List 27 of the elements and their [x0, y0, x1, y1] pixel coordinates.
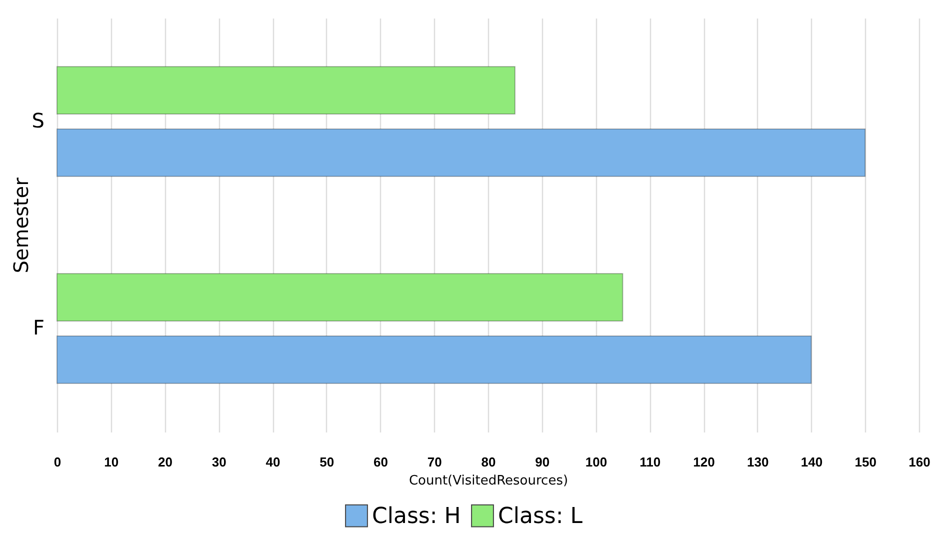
- x-tick-label: 90: [535, 454, 550, 470]
- y-tick-label: S: [32, 108, 44, 132]
- x-tick-label: 30: [212, 454, 226, 470]
- bar: [56, 128, 866, 177]
- bar: [56, 66, 516, 115]
- legend-label: Class: L: [498, 504, 584, 529]
- y-tick-label: F: [32, 316, 44, 340]
- y-axis-title: Semester: [8, 176, 33, 274]
- x-tick-label: 60: [374, 454, 388, 470]
- legend-label: Class: H: [372, 504, 461, 529]
- x-tick-label: 20: [158, 454, 172, 470]
- x-axis-title: Count(VisitedResources): [408, 474, 568, 488]
- x-tick-label: 40: [266, 454, 280, 470]
- x-tick-label: 160: [908, 454, 930, 470]
- x-tick-label: 0: [54, 454, 62, 470]
- x-tick-label: 80: [481, 454, 496, 470]
- x-tick-label: 140: [800, 454, 823, 470]
- x-tick-label: 10: [104, 454, 119, 470]
- x-tick-label: 70: [427, 454, 442, 470]
- x-tick-label: 120: [693, 454, 715, 470]
- x-tick-label: 110: [640, 454, 661, 470]
- x-tick-label: 50: [320, 454, 334, 470]
- bar: [56, 335, 812, 384]
- bar: [56, 273, 624, 322]
- x-tick-label: 150: [854, 454, 876, 470]
- x-tick-label: 100: [585, 454, 608, 470]
- x-tick-label: 130: [747, 454, 769, 470]
